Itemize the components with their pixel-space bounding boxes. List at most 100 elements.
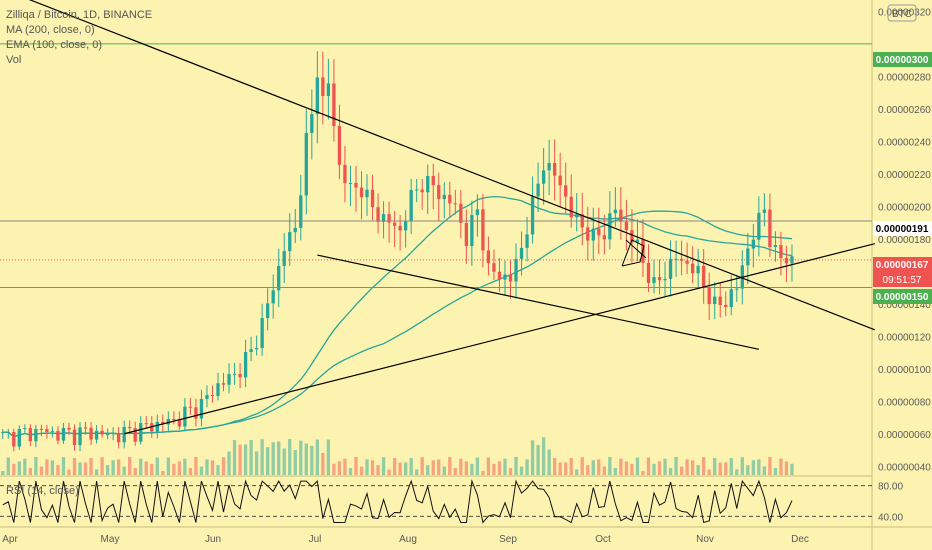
volume-bar: [403, 462, 408, 475]
volume-bar: [707, 469, 711, 475]
candle-body: [83, 427, 88, 429]
candle-body: [50, 430, 55, 432]
volume-bar: [630, 463, 634, 475]
volume-bar: [177, 461, 182, 475]
volume-bar: [553, 457, 557, 475]
volume-bar: [293, 450, 297, 475]
candle-body: [448, 194, 452, 204]
candle-body: [497, 271, 502, 280]
volume-bar: [34, 457, 38, 475]
volume-bar: [343, 458, 347, 475]
candle-body: [597, 228, 601, 236]
candle-body: [392, 222, 397, 226]
candle-body: [172, 418, 176, 420]
volume-bar: [735, 469, 739, 475]
candle-body: [442, 194, 446, 200]
candle-body: [277, 265, 281, 291]
volume-bar: [105, 465, 110, 475]
rsi-pane: 80.00 40.00: [0, 479, 903, 524]
candle-body: [271, 290, 275, 304]
volume-bar: [475, 457, 480, 475]
volume-bar: [757, 459, 761, 475]
volume-bar: [497, 461, 502, 475]
volume-bar: [232, 439, 237, 475]
candle-body: [12, 431, 16, 447]
horizontal-levels: [0, 43, 872, 289]
candle-body: [729, 289, 733, 307]
candle-body: [122, 426, 126, 443]
candle-body: [177, 419, 182, 427]
candle-body: [619, 209, 623, 222]
volume-bar: [100, 457, 104, 475]
tag-level-300: 0.00000300: [873, 52, 932, 67]
rsi-line: [2, 479, 793, 524]
candle-body: [586, 227, 590, 241]
volume-bar: [448, 457, 452, 475]
candle-body: [166, 418, 170, 425]
volume-bar: [172, 463, 176, 475]
candle-body: [282, 251, 286, 266]
volume-bar: [624, 461, 629, 475]
triangle-drawing[interactable]: [621, 239, 647, 267]
candle-body: [690, 263, 695, 274]
volume-bar: [541, 437, 546, 475]
volume-bar: [508, 467, 513, 475]
candle-body: [398, 225, 402, 231]
volume-bar: [459, 458, 463, 475]
candle-body: [315, 77, 319, 115]
candle-body: [718, 296, 722, 305]
volume-bar: [464, 461, 469, 475]
volume-bar: [260, 439, 264, 475]
volume-bar: [166, 457, 170, 475]
volume-bar: [702, 457, 706, 475]
price-label: 0.00000040: [878, 462, 931, 473]
candle-body: [94, 430, 99, 440]
volume-bar: [663, 458, 667, 475]
candle-body: [519, 247, 524, 259]
volume-bar: [696, 465, 700, 475]
volume-bar: [17, 461, 21, 475]
volume-bar: [83, 462, 88, 475]
time-axis-labels: Apr May Jun Jul Aug Sep Oct Nov Dec: [2, 534, 809, 545]
candle-body: [359, 187, 364, 198]
volume-bar: [45, 459, 49, 475]
candle-body: [144, 423, 148, 425]
candle-body: [652, 277, 656, 283]
candle-body: [376, 207, 380, 222]
candle-body: [420, 189, 424, 193]
candle-body: [370, 189, 375, 208]
volume-bars: [1, 437, 794, 475]
volume-bar: [321, 452, 325, 475]
volume-bar: [61, 457, 66, 475]
time-label: Nov: [696, 534, 714, 545]
currency-badge[interactable]: BTC: [887, 4, 917, 22]
candle-body: [321, 77, 325, 96]
volume-bar: [784, 461, 789, 475]
price-label: 0.00000060: [878, 430, 931, 441]
volume-bar: [139, 458, 143, 475]
volume-bar: [216, 465, 220, 475]
candle-body: [558, 175, 562, 186]
candle-body: [602, 235, 606, 240]
candle-body: [17, 428, 21, 447]
volume-bar: [117, 459, 121, 475]
volume-bar: [547, 449, 551, 475]
volume-bar: [536, 445, 540, 475]
candle-body: [470, 215, 474, 247]
price-label: 0.00000100: [878, 365, 931, 376]
price-axis-labels: 0.00000320 0.00000280 0.00000260 0.00000240…: [878, 7, 931, 473]
candle-body: [34, 428, 38, 442]
volume-bar: [602, 466, 606, 475]
time-label: Jun: [205, 534, 221, 545]
volume-bar: [310, 445, 314, 475]
candle-body: [773, 245, 778, 247]
volume-bar: [72, 457, 77, 475]
volume-bar: [381, 457, 386, 475]
candle-body: [508, 274, 513, 282]
volume-bar: [635, 457, 640, 475]
candle-body: [624, 221, 629, 231]
price-label: 0.00000320: [878, 7, 931, 18]
volume-bar: [779, 458, 783, 475]
volume-bar: [608, 457, 612, 475]
